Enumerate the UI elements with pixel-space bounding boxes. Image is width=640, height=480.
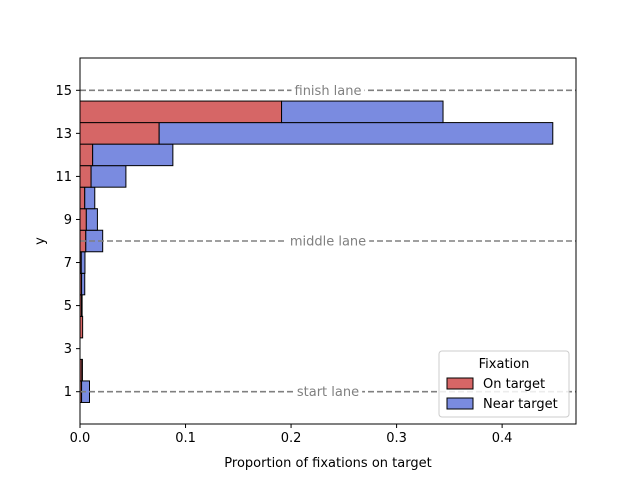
bar-near-target-bin-12 bbox=[92, 143, 174, 167]
legend-label-near-target: Near target bbox=[483, 397, 558, 412]
y-tick-label: 13 bbox=[55, 127, 72, 142]
legend: Fixation On target Near target bbox=[438, 350, 570, 418]
bar-near-target-bin-9 bbox=[85, 208, 98, 231]
bar-near-target-bin-11 bbox=[90, 165, 127, 188]
bar-on-target-bin-12 bbox=[79, 143, 94, 167]
reference-label-bg bbox=[293, 383, 363, 400]
reference-label-bg bbox=[291, 82, 365, 99]
bar-near-target-bin-14 bbox=[281, 100, 444, 124]
bar-near-target-bin-5 bbox=[81, 294, 83, 317]
legend-label-on-target: On target bbox=[483, 377, 545, 392]
legend-swatch-near-target bbox=[446, 397, 474, 410]
bar-near-target-bin-7 bbox=[80, 251, 86, 274]
legend-swatch-on-target bbox=[446, 377, 474, 390]
reference-label-bg bbox=[286, 233, 370, 249]
bars-layer bbox=[79, 100, 554, 403]
bar-on-target-bin-14 bbox=[79, 100, 283, 124]
y-tick-label: 11 bbox=[55, 170, 72, 185]
plot-frame bbox=[79, 57, 577, 425]
reference-label-finish-lane: finish lane bbox=[295, 84, 362, 99]
y-tick-label: 1 bbox=[64, 385, 72, 400]
bar-near-target-bin-2 bbox=[81, 358, 83, 382]
y-tick-label: 7 bbox=[64, 256, 72, 271]
y-tick-label: 5 bbox=[64, 299, 72, 314]
bar-near-target-bin-13 bbox=[158, 122, 554, 145]
y-tick-label: 9 bbox=[64, 213, 72, 228]
x-tick-label: 0.2 bbox=[281, 431, 302, 446]
y-tick-label: 3 bbox=[64, 342, 72, 357]
legend-title: Fixation bbox=[479, 357, 530, 372]
x-tick-label: 0.1 bbox=[175, 431, 196, 446]
bar-near-target-bin-6 bbox=[81, 272, 86, 296]
bar-on-target-bin-9 bbox=[79, 208, 87, 231]
x-tick-label: 0.0 bbox=[70, 431, 91, 446]
bar-on-target-bin-13 bbox=[79, 122, 160, 145]
x-axis-title: Proportion of fixations on target bbox=[224, 456, 431, 471]
x-tick-label: 0.4 bbox=[492, 431, 513, 446]
y-axis-title: y bbox=[33, 237, 48, 245]
reference-lanes-layer: start lane middle lane finish lane bbox=[80, 82, 576, 400]
bar-on-target-bin-10 bbox=[79, 186, 86, 210]
x-tick-label: 0.3 bbox=[386, 431, 407, 446]
bar-on-target-bin-11 bbox=[79, 165, 92, 188]
reference-label-middle-lane: middle lane bbox=[290, 235, 366, 250]
reference-label-start-lane: start lane bbox=[297, 385, 359, 400]
y-tick-label: 15 bbox=[55, 84, 72, 99]
bar-near-target-bin-10 bbox=[84, 186, 96, 210]
